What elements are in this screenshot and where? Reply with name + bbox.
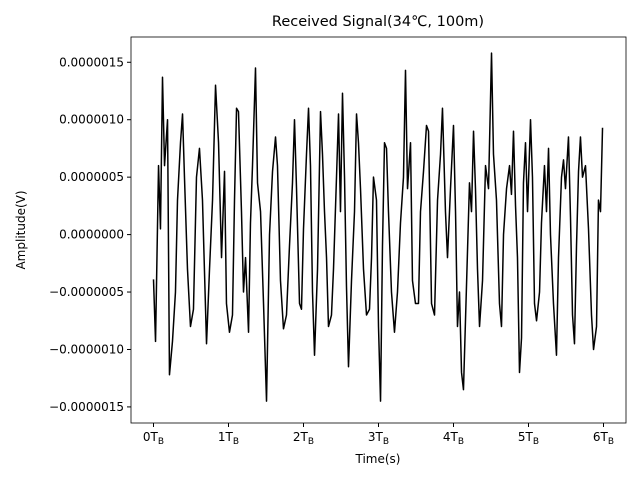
x-tick-label: 6TB [593, 430, 614, 447]
x-tick-label-subscript: B [158, 437, 164, 447]
x-tick-label-subscript: B [608, 437, 614, 447]
x-axis-label: Time(s) [355, 452, 401, 466]
x-tick-label: 5TB [518, 430, 539, 447]
x-tick-label: 3TB [368, 430, 389, 447]
y-tick-label: 0.0000015 [59, 55, 124, 69]
plot-frame [130, 36, 627, 424]
x-tick-label-subscript: B [383, 437, 389, 447]
x-tick-label-main: 0T [143, 430, 159, 444]
y-tick-label: 0.0000005 [59, 170, 124, 184]
y-tick-label: −0.0000005 [49, 285, 124, 299]
x-tick-label: 4TB [443, 430, 464, 447]
y-axis-label: Amplitude(V) [14, 190, 28, 269]
x-tick-label: 1TB [218, 430, 239, 447]
x-tick-label-main: 5T [518, 430, 534, 444]
x-tick-label: 2TB [293, 430, 314, 447]
chart-title: Received Signal(34℃, 100m) [272, 14, 484, 30]
x-tick-label-main: 2T [293, 430, 309, 444]
y-tick-label: −0.0000015 [49, 400, 124, 414]
y-tick-label: −0.0000010 [49, 342, 124, 356]
y-tick-label: 0.0000010 [59, 113, 124, 127]
x-tick-label-subscript: B [308, 437, 314, 447]
x-tick-label-subscript: B [233, 437, 239, 447]
x-tick-label-subscript: B [533, 437, 539, 447]
signal-line [152, 52, 604, 402]
x-tick-label-main: 6T [593, 430, 609, 444]
x-tick-label-main: 3T [368, 430, 384, 444]
x-tick-label-subscript: B [458, 437, 464, 447]
x-tick-label-main: 4T [443, 430, 459, 444]
y-tick-label: 0.0000000 [59, 228, 124, 242]
x-tick-label-main: 1T [218, 430, 234, 444]
x-tick-label: 0TB [143, 430, 164, 447]
